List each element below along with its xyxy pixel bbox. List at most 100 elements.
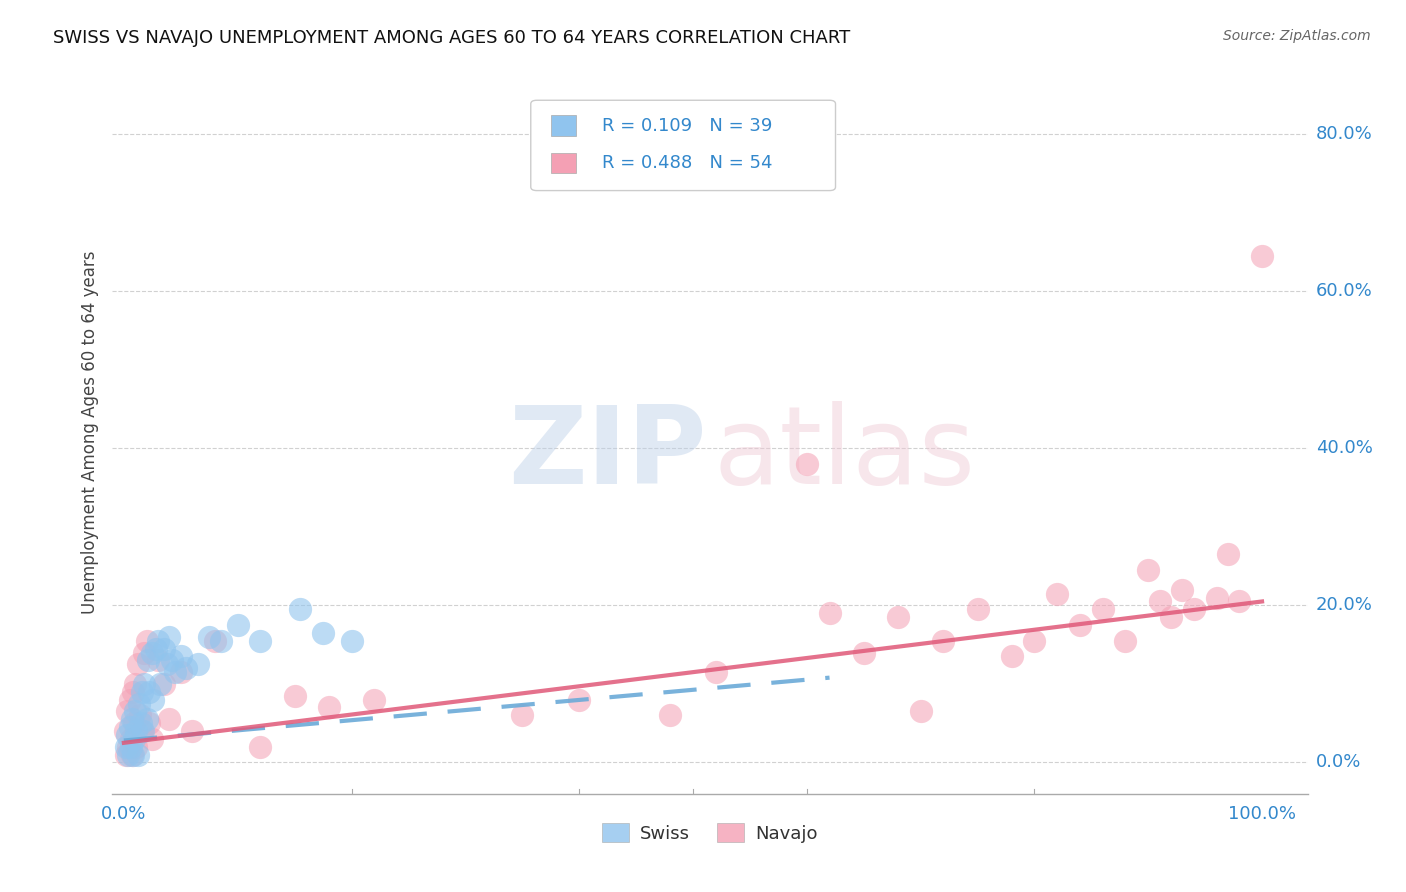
Point bbox=[1205, 591, 1227, 605]
Point bbox=[117, 747, 139, 762]
Point bbox=[204, 633, 226, 648]
Point bbox=[887, 610, 910, 624]
Text: 60.0%: 60.0% bbox=[1316, 282, 1372, 301]
FancyBboxPatch shape bbox=[531, 100, 835, 191]
Point bbox=[1069, 618, 1091, 632]
Point bbox=[1024, 633, 1046, 648]
Point bbox=[659, 708, 682, 723]
Text: atlas: atlas bbox=[714, 401, 976, 508]
Point bbox=[170, 649, 193, 664]
Point bbox=[818, 607, 841, 621]
Point bbox=[127, 747, 149, 762]
Point bbox=[363, 692, 385, 706]
Point bbox=[146, 633, 169, 648]
Point bbox=[176, 661, 198, 675]
Point bbox=[1216, 547, 1239, 561]
FancyBboxPatch shape bbox=[551, 153, 576, 173]
Text: Source: ZipAtlas.com: Source: ZipAtlas.com bbox=[1223, 29, 1371, 43]
Point bbox=[118, 692, 141, 706]
Point bbox=[124, 705, 146, 719]
Point bbox=[704, 665, 727, 680]
Point bbox=[115, 747, 138, 762]
Point bbox=[129, 716, 152, 731]
Point bbox=[135, 712, 157, 726]
Point bbox=[121, 712, 143, 726]
Point bbox=[117, 739, 139, 754]
Point bbox=[134, 677, 156, 691]
Text: SWISS VS NAVAJO UNEMPLOYMENT AMONG AGES 60 TO 64 YEARS CORRELATION CHART: SWISS VS NAVAJO UNEMPLOYMENT AMONG AGES … bbox=[53, 29, 851, 46]
Point bbox=[124, 677, 146, 691]
Point bbox=[318, 700, 340, 714]
Point bbox=[115, 739, 138, 754]
Point bbox=[165, 665, 187, 680]
Text: 0.0%: 0.0% bbox=[1316, 754, 1361, 772]
Point bbox=[932, 633, 955, 648]
Text: 80.0%: 80.0% bbox=[1316, 125, 1372, 144]
Point bbox=[132, 724, 155, 739]
FancyBboxPatch shape bbox=[551, 115, 576, 136]
Point bbox=[152, 641, 174, 656]
Point bbox=[122, 747, 145, 762]
Point bbox=[1091, 602, 1114, 616]
Point bbox=[290, 602, 312, 616]
Text: 20.0%: 20.0% bbox=[1316, 597, 1372, 615]
Point bbox=[1160, 610, 1182, 624]
Point bbox=[170, 665, 193, 680]
Point bbox=[117, 705, 139, 719]
Point bbox=[141, 731, 163, 746]
Point bbox=[145, 641, 167, 656]
Point bbox=[284, 689, 307, 703]
Point bbox=[146, 653, 169, 667]
Point bbox=[340, 633, 363, 648]
Point bbox=[1137, 563, 1160, 577]
Point bbox=[135, 633, 157, 648]
Point bbox=[966, 602, 988, 616]
Point bbox=[187, 657, 209, 672]
Point bbox=[128, 697, 150, 711]
Point bbox=[1001, 649, 1024, 664]
Point bbox=[796, 457, 818, 471]
Point bbox=[1251, 249, 1274, 263]
Point bbox=[1182, 602, 1205, 616]
Point bbox=[157, 712, 180, 726]
Point bbox=[1149, 594, 1171, 608]
Point bbox=[122, 731, 145, 746]
Point bbox=[226, 618, 249, 632]
Point bbox=[198, 630, 221, 644]
Point bbox=[122, 716, 145, 731]
Point bbox=[1114, 633, 1136, 648]
Point bbox=[149, 677, 172, 691]
Point bbox=[142, 692, 165, 706]
Point bbox=[181, 724, 204, 739]
Point bbox=[125, 724, 148, 739]
Point bbox=[568, 692, 591, 706]
Point bbox=[852, 646, 875, 660]
Point bbox=[1046, 586, 1069, 600]
Point bbox=[125, 739, 148, 754]
Point bbox=[138, 685, 160, 699]
Point bbox=[157, 630, 180, 644]
Legend: Swiss, Navajo: Swiss, Navajo bbox=[595, 816, 825, 850]
Point bbox=[141, 646, 163, 660]
Point bbox=[1171, 582, 1194, 597]
Point bbox=[121, 747, 143, 762]
Point bbox=[120, 739, 142, 754]
Point bbox=[131, 724, 153, 739]
Point bbox=[131, 685, 153, 699]
Point bbox=[910, 705, 932, 719]
Point bbox=[118, 720, 141, 734]
Point bbox=[138, 716, 160, 731]
Point bbox=[1227, 594, 1250, 608]
Point bbox=[249, 739, 271, 754]
Point bbox=[120, 731, 142, 746]
Point bbox=[249, 633, 271, 648]
Point bbox=[114, 724, 136, 739]
Point bbox=[117, 728, 139, 742]
Text: R = 0.488   N = 54: R = 0.488 N = 54 bbox=[603, 154, 773, 172]
Point bbox=[134, 646, 156, 660]
Point bbox=[136, 653, 159, 667]
Point bbox=[152, 677, 174, 691]
Point bbox=[127, 657, 149, 672]
Text: 40.0%: 40.0% bbox=[1316, 440, 1372, 458]
Point bbox=[510, 708, 533, 723]
